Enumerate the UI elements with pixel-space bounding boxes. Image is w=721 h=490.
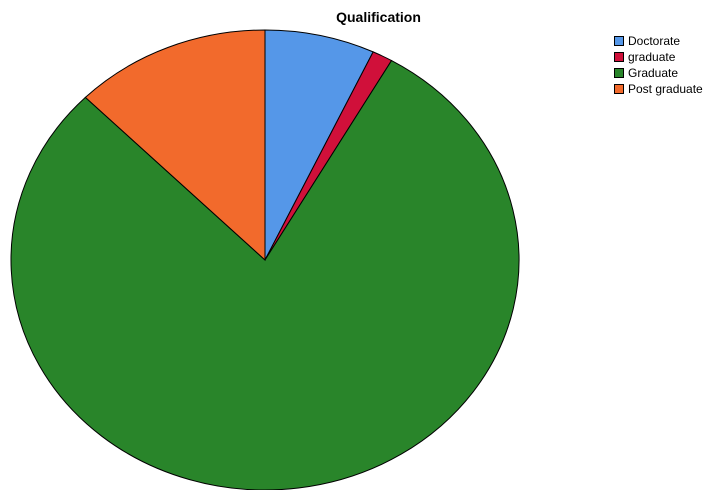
legend-item-graduate-lower: graduate bbox=[614, 49, 703, 65]
legend-swatch-doctorate bbox=[614, 36, 624, 46]
pie-slice-doctorate bbox=[264, 29, 374, 261]
legend-label-graduate: Graduate bbox=[628, 66, 679, 80]
pie-slice-graduate bbox=[10, 59, 520, 490]
legend-item-graduate: Graduate bbox=[614, 65, 703, 81]
legend-label-doctorate: Doctorate bbox=[628, 34, 681, 48]
pie-slice-post-graduate bbox=[84, 29, 266, 262]
legend-label-graduate-lower: graduate bbox=[628, 50, 676, 64]
legend-swatch-graduate-lower bbox=[614, 52, 624, 62]
chart-title: Qualification bbox=[336, 9, 421, 25]
legend-swatch-post-graduate bbox=[614, 84, 624, 94]
legend-item-post-graduate: Post graduate bbox=[614, 81, 703, 97]
legend-item-doctorate: Doctorate bbox=[614, 33, 703, 49]
legend-label-post-graduate: Post graduate bbox=[628, 82, 703, 96]
legend: Doctorate graduate Graduate Post graduat… bbox=[614, 33, 703, 97]
legend-swatch-graduate bbox=[614, 68, 624, 78]
